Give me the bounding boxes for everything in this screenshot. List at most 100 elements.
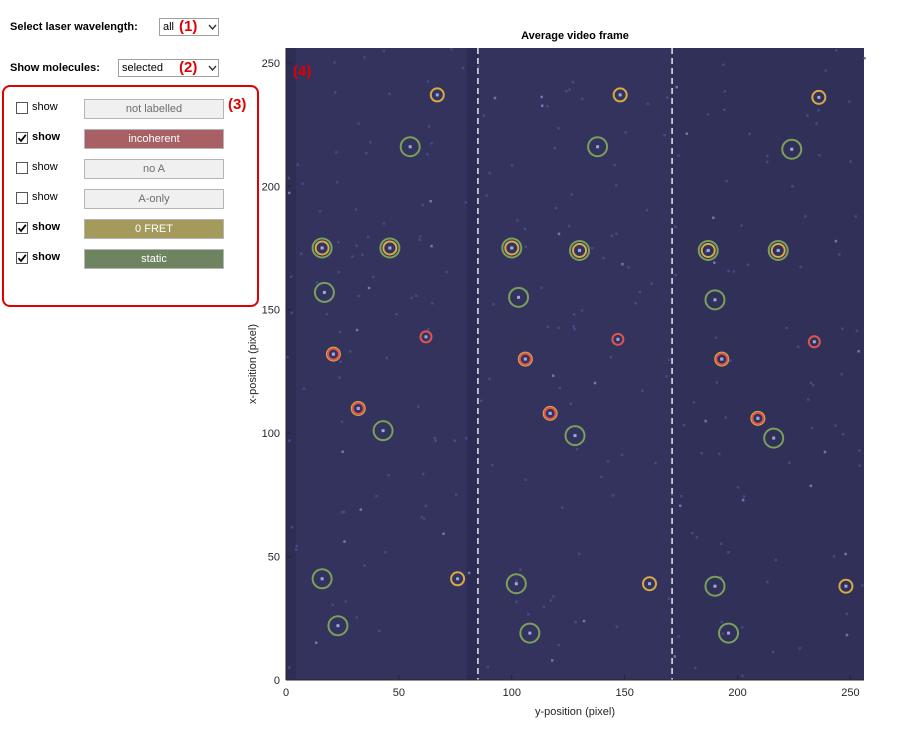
speckle [546, 104, 549, 108]
speckle [540, 95, 543, 99]
speckle [845, 633, 849, 637]
speckle [355, 244, 358, 247]
speckle [421, 203, 425, 207]
speckle [339, 360, 343, 364]
speckle [343, 540, 346, 543]
molecule-marker [611, 332, 625, 346]
molecule-tag-label: static [84, 249, 224, 269]
speckle [641, 389, 644, 393]
speckle [860, 584, 864, 587]
speckle [854, 215, 858, 218]
molecule-marker [751, 411, 765, 425]
show-molecules-select[interactable]: selected [118, 59, 219, 77]
speckle [388, 92, 391, 96]
molecule-spot [790, 147, 794, 151]
speckle [748, 132, 751, 136]
molecule-tag-label: incoherent [84, 129, 224, 149]
molecule-spot [356, 406, 360, 410]
speckle [420, 515, 424, 519]
speckle [645, 208, 649, 212]
checkbox-checked[interactable] [16, 222, 28, 234]
show-checkbox-label[interactable]: show [32, 131, 61, 143]
speckle [580, 309, 584, 312]
speckle [375, 494, 378, 498]
speckle [838, 253, 841, 256]
frame-image-band [672, 48, 864, 680]
show-checkbox-label[interactable]: show [32, 251, 61, 263]
speckle [415, 294, 418, 298]
speckle [785, 326, 788, 330]
speckle [442, 532, 445, 536]
speckle [863, 56, 866, 60]
molecule-marker [572, 242, 588, 258]
speckle [695, 535, 699, 539]
molecule-spot [424, 335, 428, 339]
speckle [299, 252, 303, 256]
show-checkbox-label[interactable]: show [32, 191, 58, 203]
background-speckle [286, 48, 866, 677]
speckle [302, 387, 306, 390]
speckle [434, 439, 437, 443]
speckle [624, 131, 627, 134]
speckle [721, 632, 725, 635]
speckle [570, 193, 573, 196]
speckle [602, 256, 605, 260]
speckle [515, 579, 518, 582]
filter-panel-callout: (3) [228, 96, 247, 113]
molecule-marker [372, 420, 394, 442]
chevron-down-icon [206, 19, 218, 35]
frame-image-edge [286, 48, 296, 680]
speckle [335, 151, 338, 154]
chevron-down-icon [206, 60, 218, 76]
speckle [848, 100, 851, 103]
speckle [558, 386, 561, 389]
speckle [492, 303, 495, 306]
speckle [395, 312, 398, 316]
speckle [682, 424, 686, 427]
speckle [615, 184, 618, 187]
speckle [318, 210, 322, 213]
y-tick-label: 0 [274, 675, 280, 687]
speckle [815, 122, 818, 125]
speckle [765, 160, 769, 164]
molecule-spot [817, 95, 821, 99]
molecule-marker [450, 571, 466, 587]
speckle [582, 619, 586, 623]
laser-wavelength-select[interactable]: all [159, 18, 219, 36]
x-axis-label: y-position (pixel) [535, 706, 615, 718]
speckle [454, 493, 458, 496]
y-tick-label: 50 [268, 552, 280, 564]
checkbox-checked[interactable] [16, 252, 28, 264]
speckle [610, 234, 614, 238]
x-tick-label: 100 [503, 687, 521, 699]
checkbox-checked[interactable] [16, 132, 28, 144]
speckle [290, 275, 293, 278]
molecule-marker [700, 242, 716, 258]
speckle [577, 552, 581, 556]
show-checkbox-label[interactable]: show [32, 221, 61, 233]
checkbox[interactable] [16, 192, 28, 204]
molecule-spot [573, 434, 577, 438]
speckle [858, 464, 861, 467]
checkbox[interactable] [16, 102, 28, 114]
molecule-spot [713, 298, 717, 302]
speckle [510, 164, 514, 167]
molecule-spot [727, 631, 731, 635]
checkbox[interactable] [16, 162, 28, 174]
show-checkbox-label[interactable]: show [32, 161, 58, 173]
laser-select-callout: (1) [179, 18, 198, 35]
molecule-spot [320, 246, 324, 250]
speckle [385, 356, 389, 360]
speckle [569, 402, 572, 405]
molecule-marker [501, 237, 523, 259]
molecule-marker [419, 330, 433, 344]
speckle [479, 399, 483, 403]
molecule-spot [456, 577, 460, 581]
speckle [615, 232, 618, 235]
series-incoherent [326, 330, 821, 425]
speckle [611, 494, 615, 497]
show-checkbox-label[interactable]: show [32, 101, 58, 113]
speckle [427, 328, 430, 331]
speckle [367, 235, 370, 239]
speckle [344, 600, 348, 603]
